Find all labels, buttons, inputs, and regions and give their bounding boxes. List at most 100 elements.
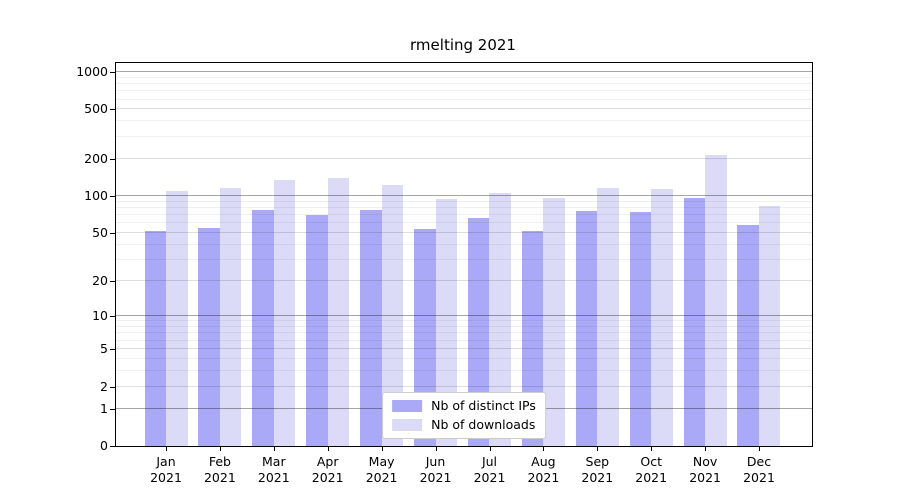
gridline-40 bbox=[116, 243, 812, 245]
bar-downloads-jun bbox=[435, 199, 458, 446]
bar-downloads-aug bbox=[543, 197, 565, 446]
gridline-20 bbox=[116, 280, 812, 282]
gridline-8 bbox=[116, 326, 812, 327]
bar-distinct-ips-sep bbox=[575, 210, 598, 446]
x-label-year: 2021 bbox=[419, 470, 452, 485]
y-tick-label-500: 500 bbox=[84, 101, 108, 117]
x-label-year: 2021 bbox=[365, 470, 398, 485]
bar-downloads-mar bbox=[273, 179, 296, 446]
gridline-600 bbox=[116, 98, 812, 100]
y-tickmark-20 bbox=[110, 281, 116, 283]
y-tickmark-1 bbox=[110, 408, 116, 410]
x-label-year: 2021 bbox=[311, 470, 344, 485]
gridline-50 bbox=[116, 232, 812, 234]
plot-area: 1000 500 200 100 50 20 10 5 2 1 0 Jan 2021 Feb 2021 Mar… bbox=[76, 62, 813, 485]
x-tick-label-may: May 2021 bbox=[350, 454, 414, 486]
gridline-7 bbox=[116, 332, 812, 334]
x-label-month: Jan bbox=[156, 454, 176, 469]
x-label-month: Jul bbox=[481, 454, 498, 469]
bar-downloads-nov bbox=[705, 154, 727, 446]
y-tick-label-20: 20 bbox=[92, 273, 108, 289]
bar-downloads-feb bbox=[219, 188, 242, 446]
y-tick-label-100: 100 bbox=[84, 188, 108, 204]
bar-distinct-ips-oct bbox=[629, 211, 652, 446]
y-tickmark-2 bbox=[110, 386, 116, 388]
x-tickmark-sep bbox=[597, 446, 599, 451]
x-label-month: Mar bbox=[262, 454, 286, 469]
x-tick-label-feb: Feb 2021 bbox=[188, 454, 252, 486]
bar-downloads-apr bbox=[327, 178, 350, 446]
x-label-month: Sep bbox=[585, 454, 610, 469]
bar-downloads-jul bbox=[489, 193, 511, 446]
x-tickmark-jan bbox=[166, 446, 167, 451]
gridline-4 bbox=[116, 357, 812, 359]
bar-distinct-ips-jan bbox=[144, 231, 166, 446]
bar-distinct-ips-feb bbox=[198, 228, 220, 446]
x-tick-label-dec: Dec 2021 bbox=[727, 454, 791, 486]
gridline-3 bbox=[116, 369, 812, 371]
x-tick-label-nov: Nov 2021 bbox=[673, 454, 737, 486]
y-tick-label-5: 5 bbox=[100, 341, 108, 356]
x-tick-label-mar: Mar 2021 bbox=[242, 454, 306, 486]
x-label-month: Feb bbox=[208, 454, 231, 469]
legend-label-distinct-ips: Nb of distinct IPs bbox=[431, 398, 536, 413]
y-tickmark-50 bbox=[110, 233, 116, 235]
x-label-month: Dec bbox=[746, 454, 772, 469]
gridline-30 bbox=[116, 259, 812, 260]
gridline-2 bbox=[116, 385, 812, 387]
y-tickmark-0 bbox=[110, 446, 116, 447]
y-tick-label-50: 50 bbox=[92, 225, 108, 241]
x-tickmark-may bbox=[381, 446, 383, 451]
x-tickmark-dec bbox=[759, 446, 760, 451]
x-label-month: May bbox=[368, 454, 395, 469]
bar-downloads-oct bbox=[651, 188, 673, 446]
y-tick-label-10: 10 bbox=[92, 308, 108, 324]
gridline-1000 bbox=[116, 70, 812, 72]
gridline-90 bbox=[116, 200, 812, 202]
y-tickmark-200 bbox=[110, 158, 116, 160]
x-tick-label-sep: Sep 2021 bbox=[565, 454, 629, 486]
bar-distinct-ips-jul bbox=[467, 218, 490, 446]
legend-item-distinct-ips: Nb of distinct IPs bbox=[392, 399, 536, 413]
gridline-60 bbox=[116, 222, 812, 224]
x-tick-label-jul: Jul 2021 bbox=[458, 454, 522, 486]
x-tick-label-jun: Jun 2021 bbox=[404, 454, 468, 486]
bar-distinct-ips-apr bbox=[306, 215, 328, 446]
x-tick-label-jan: Jan 2021 bbox=[134, 454, 198, 486]
x-label-month: Oct bbox=[640, 454, 662, 469]
x-label-year: 2021 bbox=[203, 470, 236, 485]
x-label-year: 2021 bbox=[527, 470, 560, 485]
y-tick-label-1000: 1000 bbox=[76, 63, 108, 79]
bar-downloads-dec bbox=[758, 206, 781, 446]
chart-title: rmelting 2021 bbox=[410, 36, 516, 54]
bar-distinct-ips-jun bbox=[414, 229, 436, 446]
x-tickmark-jun bbox=[435, 446, 437, 451]
y-tickmark-1000 bbox=[110, 71, 116, 73]
x-tick-label-aug: Aug 2021 bbox=[511, 454, 575, 486]
x-tick-label-oct: Oct 2021 bbox=[619, 454, 683, 486]
gridline-70 bbox=[116, 214, 812, 216]
gridline-80 bbox=[116, 207, 812, 208]
gridline-700 bbox=[116, 90, 812, 92]
gridline-10 bbox=[116, 315, 812, 317]
y-tickmark-100 bbox=[110, 196, 116, 198]
y-tick-label-1: 1 bbox=[100, 400, 108, 416]
x-label-year: 2021 bbox=[150, 470, 182, 485]
bar-distinct-ips-nov bbox=[683, 197, 706, 446]
x-tickmark-feb bbox=[219, 446, 221, 451]
y-tick-label-200: 200 bbox=[84, 150, 108, 166]
x-label-month: Aug bbox=[531, 454, 556, 469]
x-tickmark-jul bbox=[489, 446, 491, 451]
x-label-month: Jun bbox=[425, 454, 446, 469]
x-label-month: Apr bbox=[316, 454, 339, 469]
x-tickmark-oct bbox=[651, 446, 653, 451]
x-label-year: 2021 bbox=[635, 470, 668, 485]
legend-swatch-distinct-ips bbox=[392, 400, 423, 412]
y-tickmark-5 bbox=[110, 349, 116, 350]
gridline-500 bbox=[116, 108, 812, 110]
bar-downloads-jan bbox=[166, 190, 188, 446]
bar-downloads-sep bbox=[597, 188, 619, 446]
gridline-9 bbox=[116, 320, 812, 322]
y-tick-label-2: 2 bbox=[100, 378, 108, 394]
